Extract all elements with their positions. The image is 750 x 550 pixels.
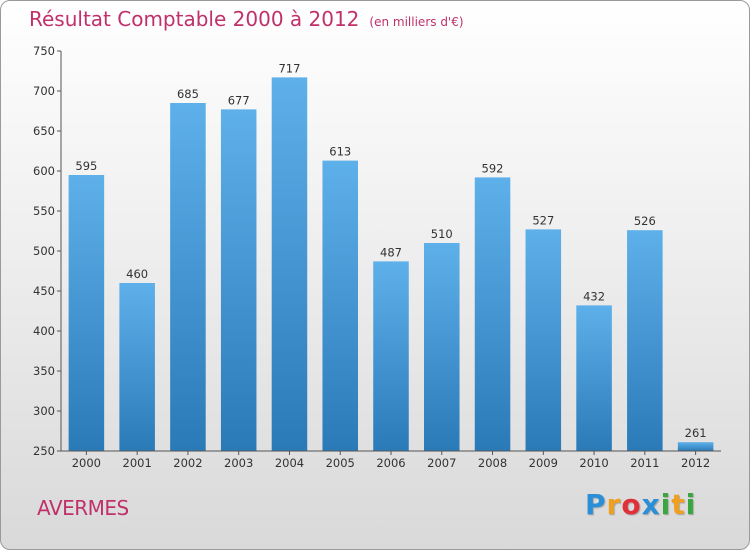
bar-2005 (322, 160, 358, 451)
y-tick-label-400: 400 (33, 324, 55, 338)
axes-layer: 2000 2001 2002 2003 2004 2005 2006 2007 2008 2009… (33, 44, 721, 470)
y-tick-label-500: 500 (33, 244, 55, 258)
y-tick-label-450: 450 (33, 284, 55, 298)
brand-letter: r (606, 488, 622, 521)
chart-title-text: Résultat Comptable 2000 à 2012 (29, 7, 360, 31)
y-tick-label-300: 300 (33, 404, 55, 418)
x-tick-label-2001: 2001 (123, 456, 152, 470)
value-label-2010: 432 (583, 289, 605, 303)
x-tick-label-2008: 2008 (478, 456, 507, 470)
bar-2001 (119, 283, 155, 451)
bar-2008 (474, 177, 511, 451)
brand-letter: x (641, 488, 661, 521)
x-tick-label-2005: 2005 (326, 456, 355, 470)
brand-letter: P (585, 488, 607, 521)
value-label-2000: 595 (75, 159, 97, 173)
y-tick-label-600: 600 (33, 164, 55, 178)
x-tick-label-2010: 2010 (579, 456, 608, 470)
bar-2004 (271, 77, 308, 452)
y-tick-label-700: 700 (33, 84, 55, 98)
location-name: AVERMES (37, 496, 129, 520)
bar-2009 (525, 229, 562, 451)
y-tick-label-650: 650 (33, 124, 55, 138)
value-label-2012: 261 (685, 426, 707, 440)
value-label-2011: 526 (634, 214, 656, 228)
brand-letter: o (621, 488, 642, 521)
value-label-2006: 487 (380, 245, 402, 259)
y-tick-label-250: 250 (33, 444, 55, 458)
value-label-2001: 460 (126, 267, 148, 281)
chart-subtitle: (en milliers d'€) (369, 15, 464, 29)
value-label-2009: 527 (532, 213, 554, 227)
y-tick-label-550: 550 (33, 204, 55, 218)
x-tick-label-2009: 2009 (529, 456, 558, 470)
bar-2012 (677, 442, 714, 451)
x-tick-label-2011: 2011 (630, 456, 659, 470)
bar-2011 (627, 230, 663, 451)
value-label-2005: 613 (329, 145, 351, 159)
x-tick-label-2004: 2004 (275, 456, 304, 470)
x-tick-label-2006: 2006 (376, 456, 405, 470)
bar-2003 (220, 109, 257, 452)
y-tick-label-750: 750 (33, 44, 55, 58)
chart-title: Résultat Comptable 2000 à 2012 (en millie… (29, 7, 464, 31)
brand-logo[interactable]: Proxiti (585, 488, 696, 521)
y-tick-label-350: 350 (33, 364, 55, 378)
value-label-2007: 510 (431, 227, 453, 241)
bar-2000 (68, 175, 105, 451)
value-label-2004: 717 (278, 61, 300, 75)
x-tick-label-2007: 2007 (427, 456, 456, 470)
x-tick-label-2000: 2000 (72, 456, 101, 470)
value-label-2008: 592 (482, 161, 504, 175)
brand-letter: i (660, 488, 672, 521)
bar-2006 (373, 261, 409, 451)
value-label-2003: 677 (228, 93, 250, 107)
bar-2010 (576, 305, 612, 451)
bar-2002 (170, 103, 206, 451)
x-tick-label-2002: 2002 (173, 456, 202, 470)
x-tick-label-2003: 2003 (224, 456, 253, 470)
brand-letter: t (671, 488, 686, 521)
bar-2007 (424, 243, 460, 451)
bars-layer: 595 460 685 677 717 613 487 510 592 527 432 526 261 (68, 61, 714, 452)
value-label-2002: 685 (177, 87, 199, 101)
brand-letter: i (685, 488, 697, 521)
x-tick-label-2012: 2012 (681, 456, 710, 470)
